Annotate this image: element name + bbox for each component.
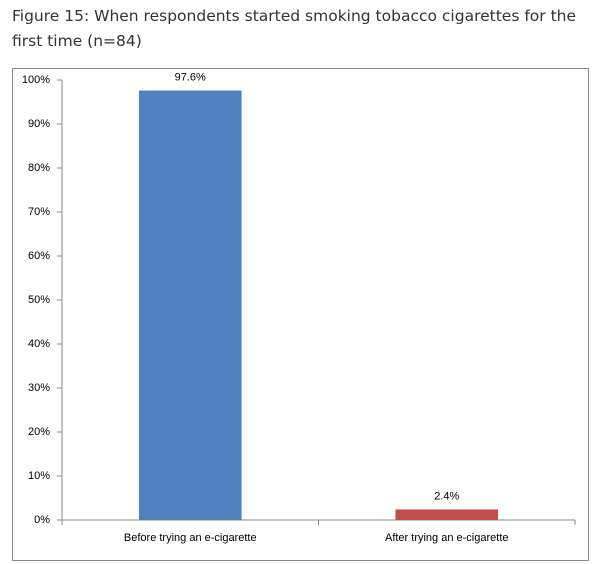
- y-tick-label: 50%: [28, 294, 50, 306]
- data-label: 97.6%: [175, 71, 206, 83]
- y-tick-label: 80%: [28, 162, 50, 174]
- y-tick-label: 100%: [22, 74, 50, 86]
- y-tick-label: 70%: [28, 206, 50, 218]
- x-tick-label: Before trying an e-cigarette: [124, 532, 257, 544]
- y-tick-label: 10%: [28, 470, 50, 482]
- y-tick-label: 0%: [34, 514, 50, 526]
- data-label: 2.4%: [434, 490, 459, 502]
- y-tick-label: 30%: [28, 382, 50, 394]
- y-tick-label: 20%: [28, 426, 50, 438]
- chart-title: Figure 15: When respondents started smok…: [12, 7, 577, 50]
- y-tick-label: 90%: [28, 118, 50, 130]
- y-tick-label: 60%: [28, 250, 50, 262]
- bar: [395, 509, 499, 520]
- y-tick-label: 40%: [28, 338, 50, 350]
- bar: [138, 90, 242, 520]
- x-tick-label: After trying an e-cigarette: [385, 532, 509, 544]
- chart-border: [12, 68, 589, 561]
